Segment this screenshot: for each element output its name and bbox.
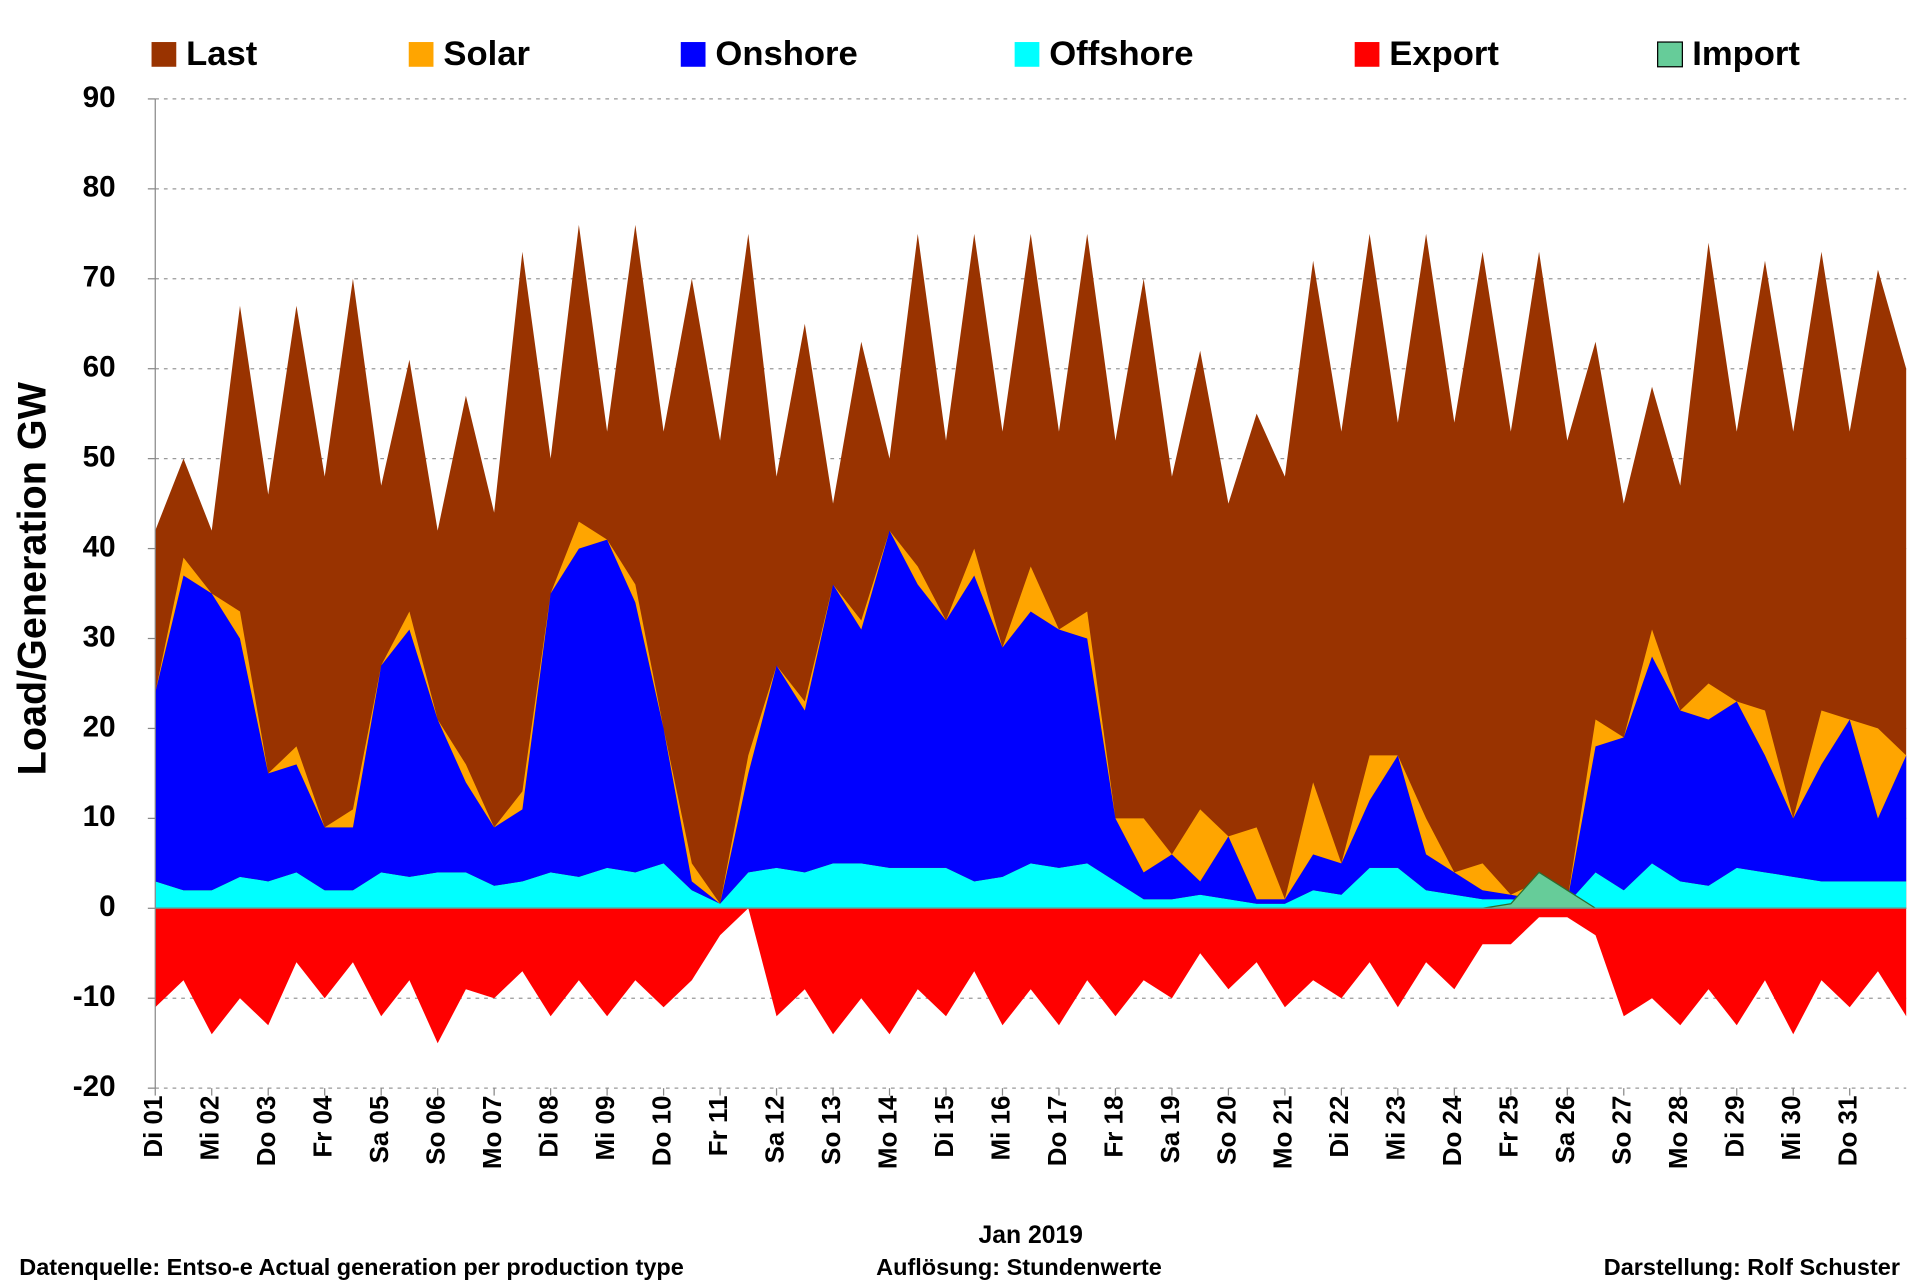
legend-swatch	[408, 42, 434, 67]
x-tick-label: Mi 30	[1776, 1096, 1806, 1161]
x-tick-label: Sa 19	[1155, 1096, 1185, 1164]
x-tick-label: Mi 09	[590, 1096, 620, 1161]
y-tick-label: 0	[99, 890, 116, 923]
x-tick-label: Do 17	[1042, 1096, 1072, 1167]
generation-area	[155, 530, 1907, 904]
x-tick-label: Do 10	[646, 1096, 676, 1167]
legend-label: Solar	[443, 35, 530, 73]
x-tick-label: Mo 21	[1268, 1096, 1298, 1170]
x-tick-label: Fr 18	[1098, 1096, 1128, 1158]
x-tick-label: So 13	[816, 1096, 846, 1165]
y-tick-label: 50	[83, 440, 116, 473]
y-tick-label: 40	[83, 530, 116, 563]
legend-swatch	[680, 42, 706, 67]
x-tick-label: Mi 23	[1381, 1096, 1411, 1161]
x-tick-label: Fr 25	[1494, 1096, 1524, 1158]
x-tick-label: Do 24	[1437, 1095, 1467, 1166]
x-tick-label: Fr 11	[703, 1096, 733, 1157]
x-tick-label: Do 31	[1833, 1096, 1863, 1167]
x-tick-label: Di 15	[929, 1096, 959, 1158]
x-tick-label: Di 08	[533, 1096, 563, 1158]
footer-note: Darstellung: Rolf Schuster	[1604, 1254, 1900, 1280]
legend-label: Offshore	[1049, 35, 1193, 73]
legend-label: Last	[186, 35, 258, 73]
legend-swatch	[1657, 41, 1683, 68]
x-tick-label: So 27	[1607, 1096, 1637, 1165]
x-tick-label: So 20	[1211, 1096, 1241, 1165]
x-tick-label: Mi 16	[985, 1096, 1015, 1161]
x-tick-label: Do 03	[251, 1096, 281, 1167]
x-tick-label: So 06	[421, 1096, 451, 1165]
x-tick-label: Mo 07	[477, 1096, 507, 1170]
x-tick-label: Sa 12	[759, 1096, 789, 1164]
export-area	[155, 908, 1907, 1044]
footer-note: Auflösung: Stundenwerte	[876, 1254, 1162, 1280]
y-tick-label: 30	[83, 620, 116, 653]
y-tick-label: -10	[73, 980, 116, 1013]
footer-note: Datenquelle: Entso-e Actual generation p…	[19, 1254, 684, 1280]
y-tick-label: 10	[83, 800, 116, 833]
y-tick-label: 20	[83, 710, 116, 743]
legend-label: Onshore	[715, 35, 857, 73]
y-tick-label: 70	[83, 261, 116, 294]
legend-swatch	[151, 42, 177, 67]
x-tick-label: Mo 28	[1663, 1096, 1693, 1170]
x-tick-label: Mo 14	[872, 1095, 902, 1169]
x-tick-label: Fr 04	[308, 1095, 338, 1158]
legend-swatch	[1014, 42, 1040, 67]
x-axis-label: Jan 2019	[978, 1222, 1082, 1249]
legend-label: Export	[1389, 35, 1499, 73]
x-tick-label: Di 22	[1324, 1096, 1354, 1158]
x-tick-label: Sa 05	[364, 1096, 394, 1164]
y-tick-label: -20	[73, 1070, 116, 1103]
legend-label: Import	[1692, 35, 1800, 73]
y-tick-label: 90	[83, 81, 116, 114]
generation-area	[155, 521, 1907, 904]
legend-swatch	[1354, 42, 1380, 67]
x-tick-label: Di 29	[1720, 1096, 1750, 1158]
x-tick-label: Sa 26	[1550, 1096, 1580, 1164]
x-tick-label: Mi 02	[195, 1096, 225, 1161]
y-tick-label: 60	[83, 351, 116, 384]
y-tick-label: 80	[83, 171, 116, 204]
x-tick-label: Di 01	[138, 1096, 168, 1158]
y-axis-label: Load/Generation GW	[11, 381, 55, 775]
